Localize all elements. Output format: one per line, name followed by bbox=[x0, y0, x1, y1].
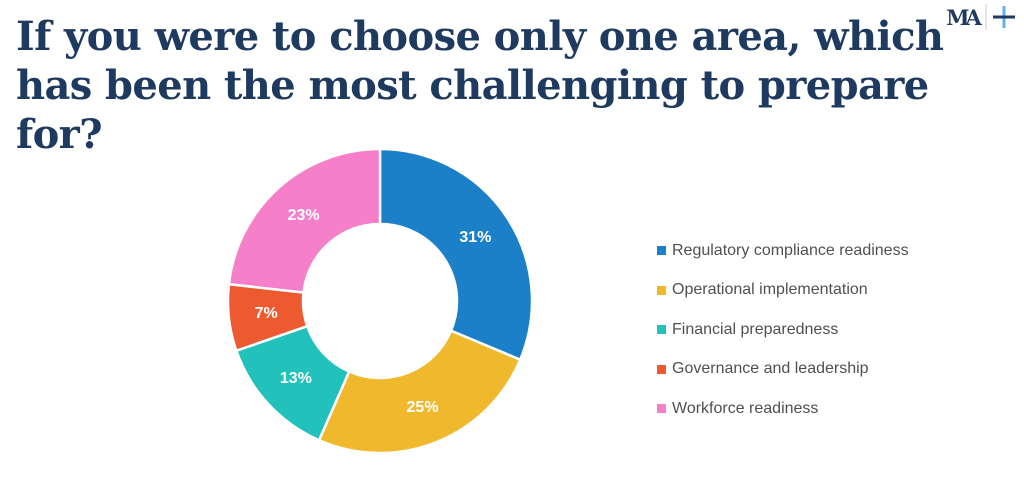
legend-swatch bbox=[657, 285, 666, 295]
legend-label: Governance and leadership bbox=[672, 360, 869, 378]
legend-label: Regulatory compliance readiness bbox=[672, 241, 909, 259]
data-label-regulatory-compliance-readiness: 31% bbox=[459, 229, 491, 246]
legend-label: Workforce readiness bbox=[672, 399, 819, 417]
data-label-financial-preparedness: 13% bbox=[280, 370, 312, 387]
chart-legend: Regulatory compliance readiness Operation… bbox=[657, 231, 909, 429]
brand-logo: MA bbox=[946, 4, 1015, 30]
legend-swatch bbox=[657, 364, 666, 374]
slice-regulatory-compliance-readiness bbox=[378, 147, 534, 362]
legend-label: Operational implementation bbox=[672, 281, 868, 299]
legend-swatch bbox=[657, 246, 666, 256]
data-label-operational-implementation: 25% bbox=[407, 399, 439, 416]
page-title: If you were to choose only one area, whi… bbox=[16, 13, 944, 158]
legend-label: Financial preparedness bbox=[672, 320, 839, 338]
legend-item-governance-and-leadership: Governance and leadership bbox=[657, 350, 909, 390]
legend-item-operational-implementation: Operational implementation bbox=[657, 271, 909, 311]
legend-swatch bbox=[657, 404, 666, 414]
data-label-governance-and-leadership: 7% bbox=[255, 305, 278, 322]
legend-item-regulatory-compliance-readiness: Regulatory compliance readiness bbox=[657, 231, 909, 271]
legend-swatch bbox=[657, 325, 666, 335]
data-label-workforce-readiness: 23% bbox=[288, 207, 320, 224]
slice-operational-implementation bbox=[317, 329, 522, 455]
slice-workforce-readiness bbox=[227, 147, 382, 294]
legend-item-financial-preparedness: Financial preparedness bbox=[657, 310, 909, 350]
legend-item-workforce-readiness: Workforce readiness bbox=[657, 389, 909, 429]
